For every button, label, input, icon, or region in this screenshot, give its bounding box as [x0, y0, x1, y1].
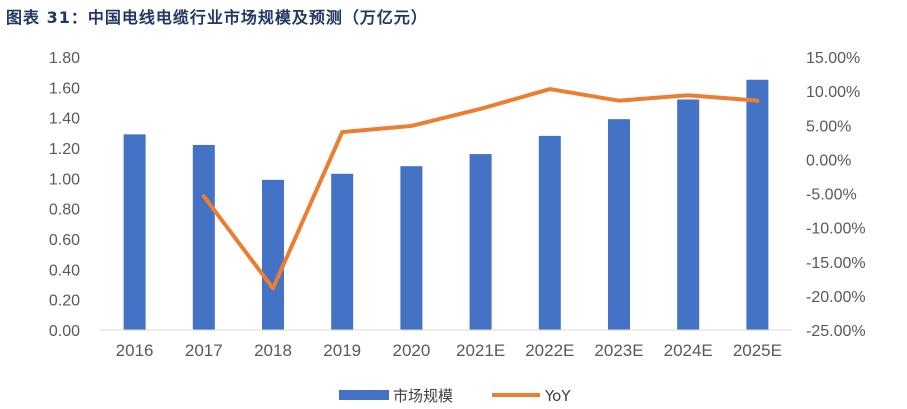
legend-label: 市场规模 — [393, 387, 453, 405]
left-tick-label: 0.60 — [49, 232, 80, 249]
x-tick-label: 2022E — [525, 341, 574, 360]
left-tick-label: 1.00 — [49, 171, 80, 188]
x-tick-label: 2025E — [733, 341, 782, 360]
right-tick-label: 5.00% — [806, 118, 851, 135]
x-tick-label: 2017 — [185, 341, 223, 360]
right-tick-label: -10.00% — [806, 221, 866, 238]
bar — [331, 173, 354, 330]
bar — [469, 154, 492, 330]
bar — [262, 179, 284, 330]
x-tick-label: 2019 — [323, 341, 361, 360]
bar-series — [123, 79, 769, 330]
x-tick-label: 2016 — [116, 341, 154, 360]
x-tick-label: 2021E — [456, 341, 505, 360]
right-tick-label: 10.00% — [806, 84, 860, 101]
legend: 市场规模 YoY — [339, 387, 571, 405]
bar — [608, 119, 630, 330]
chart-title: 图表 31：中国电线电缆行业市场规模及预测（万亿元） — [6, 8, 428, 27]
left-tick-label: 0.40 — [49, 262, 80, 279]
right-tick-label: 15.00% — [806, 50, 860, 67]
right-tick-label: -25.00% — [806, 323, 866, 340]
bar — [192, 144, 215, 330]
x-tick-label: 2020 — [392, 341, 430, 360]
bar — [746, 79, 769, 330]
right-tick-label: 0.00% — [806, 152, 851, 169]
bar — [538, 135, 561, 330]
left-axis: 0.00 0.20 0.40 0.60 0.80 1.00 1.20 1.40 1.60 1.80 — [49, 50, 80, 340]
x-axis-labels: 2016 2017 2018 2019 2020 2021E 2022E 2023E 2024E… — [116, 341, 782, 360]
left-tick-label: 0.00 — [49, 323, 80, 340]
right-tick-label: -15.00% — [806, 255, 866, 272]
bar — [677, 99, 700, 330]
left-tick-label: 1.40 — [49, 111, 80, 128]
left-tick-label: 1.20 — [49, 141, 80, 158]
bar — [123, 134, 146, 330]
right-tick-label: -20.00% — [806, 289, 866, 306]
left-tick-label: 1.60 — [49, 80, 80, 97]
left-tick-label: 1.80 — [49, 50, 80, 67]
left-tick-label: 0.20 — [49, 293, 80, 310]
x-tick-label: 2018 — [254, 341, 292, 360]
left-tick-label: 0.80 — [49, 202, 80, 219]
legend-swatch-bar — [339, 390, 389, 400]
x-tick-label: 2023E — [594, 341, 643, 360]
yoy-line-series — [201, 87, 760, 291]
right-tick-label: -5.00% — [806, 187, 857, 204]
right-axis: -25.00% -20.00% -15.00% -10.00% -5.00% 0.00% 5… — [806, 50, 866, 340]
x-tick-label: 2024E — [664, 341, 713, 360]
legend-label: YoY — [544, 387, 571, 405]
bar — [400, 166, 423, 330]
